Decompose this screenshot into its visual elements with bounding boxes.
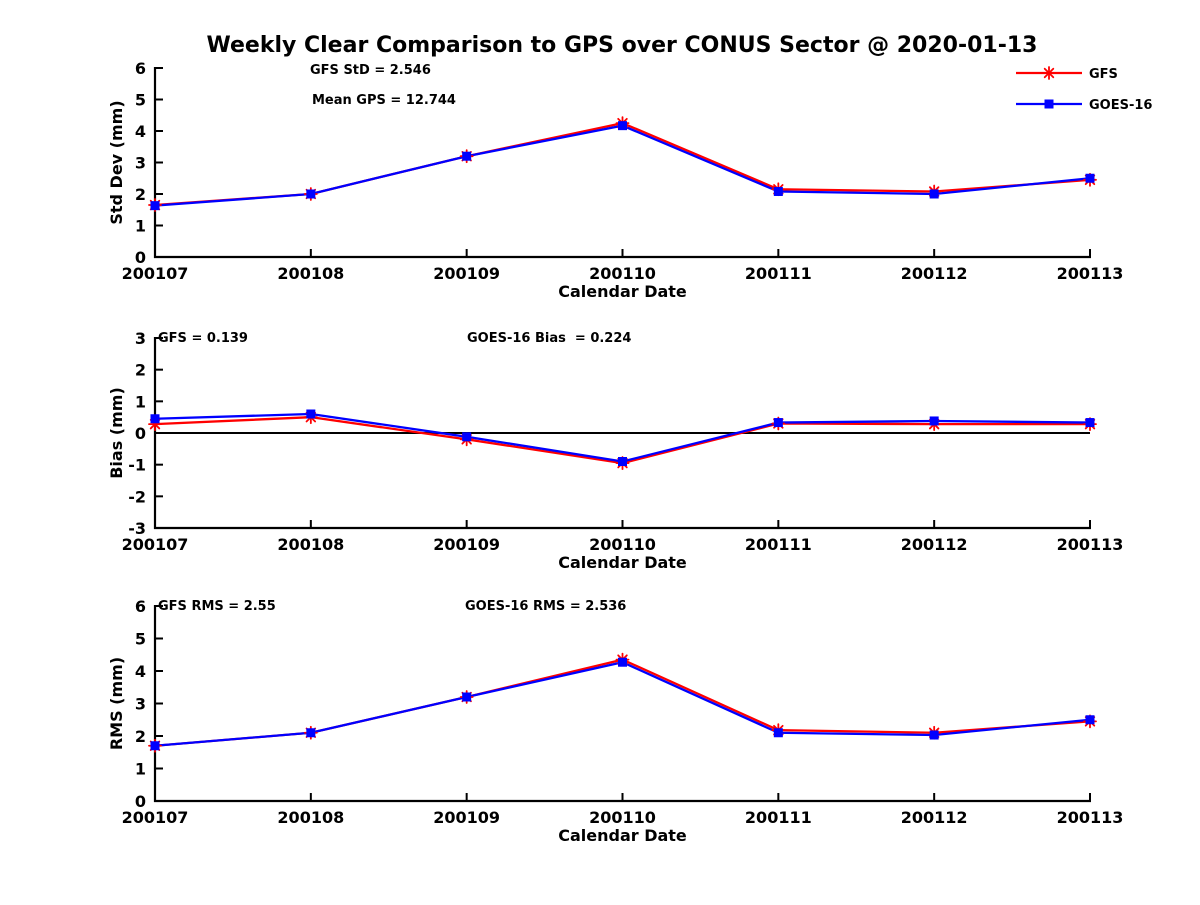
x-tick-label: 200111 [745,535,812,554]
y-tick-label: 2 [135,185,146,204]
square-marker [773,418,783,428]
x-tick-label: 200109 [433,808,500,827]
y-tick-label: 3 [135,329,146,348]
series-markers-goes-16 [150,657,1095,751]
y-tick-label: 2 [135,361,146,380]
subplot-rms: 0 1 2 3 4 5 6 200107 200108 200109 200110 200111 200… [107,597,1123,845]
square-marker [773,186,783,196]
x-tick-label: 200107 [122,808,189,827]
x-tick-label: 200110 [589,264,656,283]
subplot-std: 0 1 2 3 4 5 6 200107 200108 200109 200110 200111 200… [107,59,1123,301]
x-tick-label: 200113 [1057,264,1124,283]
y-tick-label: 6 [135,59,146,78]
square-marker [150,414,160,424]
y-axis-label: Std Dev (mm) [107,100,126,224]
y-tick-label: 4 [135,662,146,681]
legend-label: GFS [1089,67,1118,82]
x-tick-label: 200112 [901,535,968,554]
square-marker [618,121,627,131]
x-tick-label: 200111 [745,264,812,283]
series-line-goes-16 [154,661,1091,747]
y-tick-label: 0 [135,424,146,443]
y-tick-label: 0 [135,248,146,267]
annotation-text: Mean GPS = 12.744 [312,93,456,108]
x-tick-label: 200113 [1057,808,1124,827]
y-tick-label: 4 [135,122,146,141]
square-marker [1044,99,1054,109]
annotation-text: GFS StD = 2.546 [310,63,431,78]
y-tick-label: 1 [135,217,146,236]
x-tick-label: 200107 [122,264,189,283]
asterisk-marker [1043,67,1055,79]
square-marker [306,728,316,738]
legend-label: GOES-16 [1089,98,1152,113]
square-marker [306,189,316,199]
x-tick-label: 200109 [433,535,500,554]
y-tick-label: 6 [135,597,146,616]
y-tick-label: -2 [128,487,146,506]
square-marker [306,409,316,419]
square-marker [773,728,783,738]
series-line-goes-16 [154,124,1091,207]
x-tick-label: 200110 [589,535,656,554]
series-line-goes-16 [154,412,1091,463]
annotation-text: GOES-16 RMS = 2.536 [465,599,626,614]
x-axis-label: Calendar Date [558,282,687,301]
y-tick-label: 3 [135,695,146,714]
y-tick-label: 3 [135,154,146,173]
square-marker [929,730,939,740]
square-marker [462,692,472,702]
y-tick-label: 5 [135,91,146,110]
y-axis-label: RMS (mm) [107,657,126,750]
x-tick-label: 200108 [277,264,344,283]
square-marker [462,151,472,161]
series-markers-gfs [148,652,1097,753]
x-tick-label: 200112 [901,264,968,283]
x-axis-label: Calendar Date [558,553,687,572]
square-marker [618,457,627,466]
x-tick-label: 200107 [122,535,189,554]
series-markers-gfs [148,116,1097,212]
y-tick-label: -3 [128,519,146,538]
y-tick-label: 1 [135,760,146,779]
x-tick-label: 200109 [433,264,500,283]
square-marker [1085,173,1095,183]
annotation-text: GFS = 0.139 [158,331,248,346]
square-marker [1085,715,1095,725]
series-markers-goes-16 [150,121,1095,211]
square-marker [150,201,160,211]
chart-title: Weekly Clear Comparison to GPS over CONU… [207,33,1038,58]
y-axis-label: Bias (mm) [107,387,126,479]
x-axis-label: Calendar Date [558,826,687,845]
x-tick-label: 200113 [1057,535,1124,554]
y-tick-label: -1 [128,456,146,475]
square-marker [462,432,472,442]
series-markers-goes-16 [150,409,1095,466]
square-marker [929,416,939,426]
subplot-bias: -3 -2 -1 0 1 2 3 200107 200108 200109 200110 200111… [107,329,1123,572]
annotation-text: GOES-16 Bias = 0.224 [467,331,631,346]
square-marker [929,189,939,199]
y-tick-label: 1 [135,392,146,411]
y-tick-label: 5 [135,630,146,649]
x-tick-label: 200110 [589,808,656,827]
annotation-text: GFS RMS = 2.55 [158,599,276,614]
x-tick-label: 200111 [745,808,812,827]
x-tick-label: 200108 [277,535,344,554]
square-marker [150,741,160,751]
square-marker [618,657,627,667]
x-tick-label: 200108 [277,808,344,827]
x-tick-label: 200112 [901,808,968,827]
legend: GFS GOES-16 [1016,66,1152,113]
square-marker [1085,418,1095,428]
y-tick-label: 0 [135,792,146,811]
y-tick-label: 2 [135,727,146,746]
